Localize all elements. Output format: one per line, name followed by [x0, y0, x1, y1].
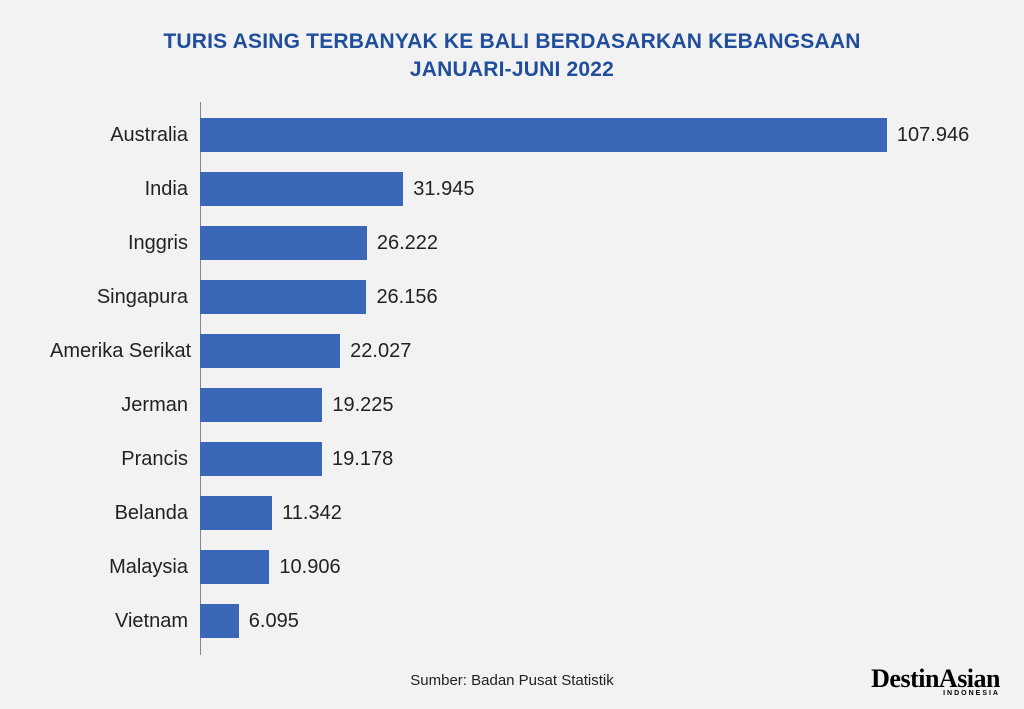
bar [200, 280, 366, 314]
bar [200, 172, 403, 206]
bar [200, 388, 322, 422]
category-label: Prancis [50, 448, 200, 471]
category-label: Vietnam [50, 610, 200, 633]
value-label: 19.178 [332, 448, 393, 471]
value-label: 31.945 [413, 178, 474, 201]
bar [200, 334, 340, 368]
value-label: 11.342 [282, 502, 342, 525]
value-label: 22.027 [350, 340, 411, 363]
bar-chart: Australia 107.946 India 31.945 Inggris 26.222… [50, 108, 974, 649]
category-label: Singapura [50, 286, 200, 309]
chart-row: Prancis 19.178 [50, 432, 974, 486]
brand-name: DestinAsian [871, 664, 1000, 693]
value-label: 26.222 [377, 232, 438, 255]
chart-row: Jerman 19.225 [50, 378, 974, 432]
chart-title: TURIS ASING TERBANYAK KE BALI BERDASARKA… [0, 0, 1024, 85]
chart-row: Malaysia 10.906 [50, 540, 974, 594]
chart-row: Belanda 11.342 [50, 486, 974, 540]
category-label: Amerika Serikat [50, 340, 200, 363]
chart-row: Vietnam 6.095 [50, 594, 974, 648]
category-label: Inggris [50, 232, 200, 255]
value-label: 6.095 [249, 610, 299, 633]
bar [200, 118, 887, 152]
bar [200, 604, 239, 638]
bar-wrap: 19.225 [200, 388, 974, 422]
bar [200, 550, 269, 584]
bar-wrap: 107.946 [200, 118, 974, 152]
chart-row: Inggris 26.222 [50, 216, 974, 270]
chart-title-line1: TURIS ASING TERBANYAK KE BALI BERDASARKA… [163, 30, 860, 53]
category-label: Jerman [50, 394, 200, 417]
bar-wrap: 31.945 [200, 172, 974, 206]
category-label: Australia [50, 124, 200, 147]
bar-wrap: 26.156 [200, 280, 974, 314]
value-label: 19.225 [332, 394, 393, 417]
value-label: 10.906 [279, 556, 340, 579]
chart-row: India 31.945 [50, 162, 974, 216]
bar-wrap: 11.342 [200, 496, 974, 530]
bar [200, 496, 272, 530]
bar-wrap: 6.095 [200, 604, 974, 638]
value-label: 107.946 [897, 124, 969, 147]
bar-wrap: 19.178 [200, 442, 974, 476]
value-label: 26.156 [376, 286, 437, 309]
chart-row: Australia 107.946 [50, 108, 974, 162]
category-label: India [50, 178, 200, 201]
bar [200, 226, 367, 260]
brand-logo: DestinAsian INDONESIA [871, 666, 1000, 697]
bar-wrap: 22.027 [200, 334, 974, 368]
chart-title-line2: JANUARI-JUNI 2022 [410, 58, 614, 81]
bar-wrap: 26.222 [200, 226, 974, 260]
category-label: Belanda [50, 502, 200, 525]
bar [200, 442, 322, 476]
category-label: Malaysia [50, 556, 200, 579]
chart-row: Amerika Serikat 22.027 [50, 324, 974, 378]
bar-wrap: 10.906 [200, 550, 974, 584]
chart-row: Singapura 26.156 [50, 270, 974, 324]
